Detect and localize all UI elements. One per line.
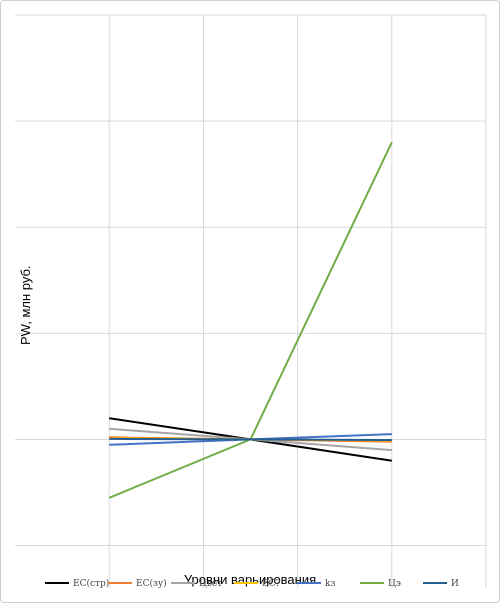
legend-label: kз <box>325 579 335 589</box>
y-axis-label: PW, млн руб. <box>18 265 33 345</box>
legend-label: EC(стр) <box>73 578 109 589</box>
grid-lines <box>15 14 487 588</box>
series-layer <box>108 141 393 499</box>
legend-label: И <box>451 579 459 589</box>
legend-label: EC(зу) <box>136 578 167 589</box>
series-line-7 <box>109 437 392 441</box>
series-line-6 <box>108 141 393 499</box>
legend-label: Цвет <box>199 579 222 589</box>
legend: EC(стр) EC(зу) Цвет EC? kз Цэ И <box>45 578 459 589</box>
x-axis-label: Уровни варьирования <box>184 572 316 587</box>
legend-label: EC? <box>262 579 280 589</box>
legend-label: Цэ <box>388 579 401 589</box>
